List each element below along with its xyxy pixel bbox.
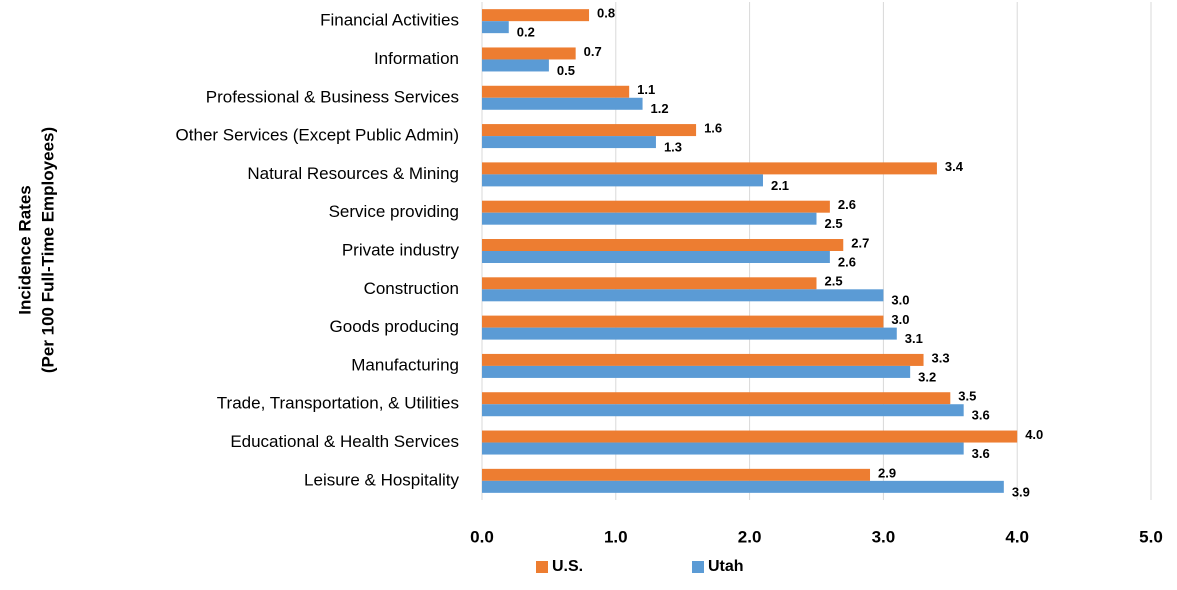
data-label: 3.6 <box>972 408 990 423</box>
bar <box>482 430 1018 443</box>
data-label: 3.0 <box>891 293 909 308</box>
y-axis-title: Incidence Rates (Per 100 Full-Time Emplo… <box>15 127 57 373</box>
bar <box>482 277 817 290</box>
data-label: 3.6 <box>972 446 990 461</box>
data-label: 0.8 <box>597 6 615 21</box>
bar <box>482 327 897 340</box>
data-label: 2.6 <box>838 254 856 269</box>
y-tick-label: Service providing <box>329 202 459 221</box>
data-label: 3.9 <box>1012 484 1030 499</box>
legend-label: Utah <box>708 558 744 575</box>
bar <box>482 200 830 213</box>
data-label: 1.3 <box>664 140 682 155</box>
data-label: 1.2 <box>651 101 669 116</box>
bar <box>482 468 871 481</box>
data-label: 3.2 <box>918 369 936 384</box>
data-label: 0.2 <box>517 25 535 40</box>
x-tick-label: 2.0 <box>738 527 762 546</box>
bar <box>482 212 817 225</box>
bar <box>482 162 937 175</box>
y-tick-label: Financial Activities <box>320 11 459 30</box>
bar <box>482 21 509 34</box>
bar <box>482 404 964 417</box>
x-tick-label: 1.0 <box>604 527 628 546</box>
bar <box>482 59 549 72</box>
y-tick-label: Educational & Health Services <box>230 432 459 451</box>
legend-label: U.S. <box>552 558 583 575</box>
bar <box>482 289 884 302</box>
data-label: 1.1 <box>637 82 655 97</box>
data-label: 2.5 <box>825 216 843 231</box>
bar <box>482 174 763 187</box>
x-tick-label: 4.0 <box>1005 527 1029 546</box>
data-label: 1.6 <box>704 121 722 136</box>
y-axis-title-line: (Per 100 Full-Time Employees) <box>38 127 57 373</box>
data-label: 4.0 <box>1025 427 1043 442</box>
y-tick-label: Goods producing <box>330 317 459 336</box>
y-tick-label: Private industry <box>342 240 460 259</box>
legend-swatch <box>692 561 704 573</box>
y-tick-label: Leisure & Hospitality <box>304 470 459 489</box>
y-tick-label: Professional & Business Services <box>206 87 459 106</box>
data-label: 2.1 <box>771 178 789 193</box>
y-axis-title-line: Incidence Rates <box>15 185 34 314</box>
bar <box>482 251 830 263</box>
data-label: 3.5 <box>958 389 976 404</box>
y-tick-label: Trade, Transportation, & Utilities <box>217 394 459 413</box>
data-label: 3.0 <box>891 312 909 327</box>
data-label: 0.7 <box>584 44 602 59</box>
bar <box>482 239 844 251</box>
data-label: 0.5 <box>557 63 575 78</box>
bar <box>482 124 697 137</box>
data-label: 3.1 <box>905 331 923 346</box>
y-tick-label: Other Services (Except Public Admin) <box>176 126 459 145</box>
data-label: 3.3 <box>932 350 950 365</box>
bar <box>482 9 590 22</box>
y-tick-label: Construction <box>364 279 459 298</box>
bar <box>482 442 964 455</box>
bar <box>482 353 924 366</box>
x-tick-label: 3.0 <box>872 527 896 546</box>
bar <box>482 97 643 110</box>
bar <box>482 85 630 98</box>
bar <box>482 365 911 378</box>
bar <box>482 480 1004 493</box>
y-tick-label: Natural Resources & Mining <box>247 164 459 183</box>
data-label: 2.6 <box>838 197 856 212</box>
y-tick-label: Manufacturing <box>351 355 459 374</box>
bar <box>482 47 576 60</box>
y-tick-label: Information <box>374 49 459 68</box>
bar <box>482 392 951 405</box>
x-tick-label: 0.0 <box>470 527 494 546</box>
data-label: 2.7 <box>851 235 869 250</box>
legend-swatch <box>536 561 548 573</box>
data-label: 2.9 <box>878 465 896 480</box>
data-label: 3.4 <box>945 159 964 174</box>
data-label: 2.5 <box>825 274 843 289</box>
bar <box>482 315 884 328</box>
x-tick-label: 5.0 <box>1139 527 1163 546</box>
bar <box>482 136 656 149</box>
